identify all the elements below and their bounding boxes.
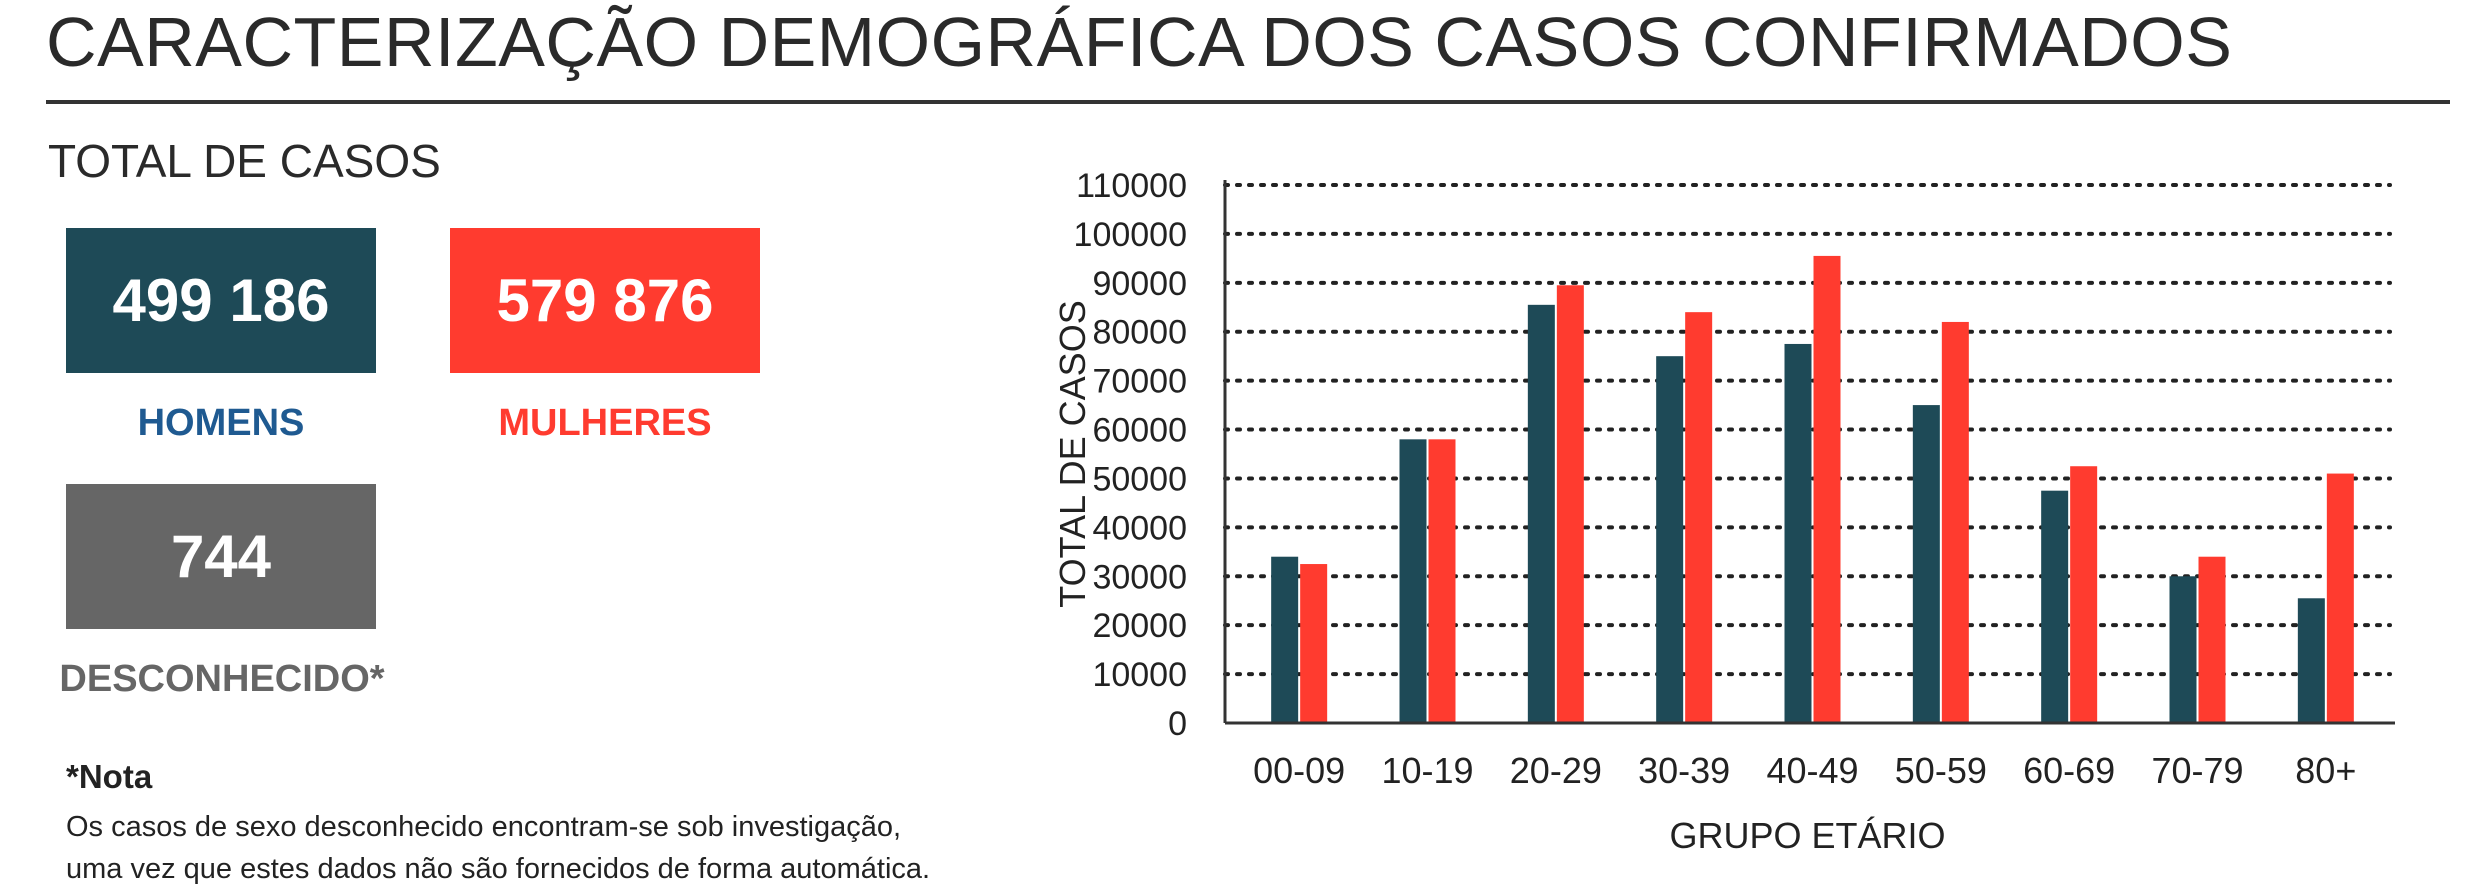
bars [1271,255,2354,723]
totals-heading: TOTAL DE CASOS [48,135,441,187]
y-tick-label: 50000 [1092,460,1187,498]
y-tick-label: 80000 [1092,314,1187,352]
x-tick-label: 80+ [2295,750,2356,791]
men-total-box: 499 186 [66,228,376,373]
age-group-bar-chart: 0 10000 20000 30000 40000 50000 60000 70000 8000… [1052,167,2395,856]
women-total-box: 579 876 [450,228,760,373]
y-axis-title: TOTAL DE CASOS [1052,300,1093,607]
x-tick-label: 70-79 [2151,750,2243,791]
x-tick-label: 20-29 [1510,750,1602,791]
bar-women [2070,466,2098,723]
bar-women [1813,255,1841,723]
note-line-2: uma vez que estes dados não são fornecid… [66,853,931,885]
men-label: HOMENS [137,402,305,444]
unknown-total-value: 744 [170,523,272,590]
bar-women [2198,556,2226,723]
bar-men [2297,598,2325,723]
y-tick-label: 70000 [1092,363,1187,401]
page-title: CARACTERIZAÇÃO DEMOGRÁFICA DOS CASOS CON… [46,3,2233,81]
men-total-value: 499 186 [112,267,330,334]
y-tick-label: 100000 [1074,216,1187,254]
note-text: Os casos de sexo desconhecido encontram-… [66,806,1026,890]
x-axis-title: GRUPO ETÁRIO [1669,815,1945,856]
bar-men [2041,490,2069,723]
x-tick-label: 10-19 [1381,750,1473,791]
y-tick-label: 20000 [1092,607,1187,645]
x-tick-label: 00-09 [1253,750,1345,791]
y-tick-label: 60000 [1092,412,1187,450]
y-tick-label: 30000 [1092,558,1187,596]
y-tick-label: 0 [1168,705,1187,743]
title-divider [46,100,2450,104]
tick-labels: 0 10000 20000 30000 40000 50000 60000 70000 8000… [1074,167,2357,791]
bar-men [1784,343,1812,723]
bar-men [1527,304,1555,723]
bar-women [1685,312,1713,723]
y-tick-label: 10000 [1092,656,1187,694]
bar-women [1941,321,1969,723]
y-tick-label: 40000 [1092,509,1187,547]
bar-men [2169,576,2197,723]
bar-women [2326,473,2354,723]
women-total-value: 579 876 [496,267,714,334]
y-tick-label: 110000 [1076,167,1187,205]
bar-men [1271,556,1299,723]
bar-women [1300,564,1328,723]
bar-women [1428,439,1456,723]
unknown-total-box: 744 [66,484,376,629]
bar-men [1912,405,1940,723]
y-tick-label: 90000 [1092,265,1187,303]
note-title: *Nota [66,758,153,795]
bar-women [1556,285,1584,723]
x-tick-label: 30-39 [1638,750,1730,791]
x-tick-label: 40-49 [1766,750,1858,791]
bar-men [1656,356,1684,723]
bar-men [1399,439,1427,723]
x-tick-label: 60-69 [2023,750,2115,791]
women-label: MULHERES [498,402,712,444]
unknown-label: DESCONHECIDO* [59,658,385,700]
note-line-1: Os casos de sexo desconhecido encontram-… [66,811,902,843]
axes [1223,180,2395,725]
x-tick-label: 50-59 [1895,750,1987,791]
